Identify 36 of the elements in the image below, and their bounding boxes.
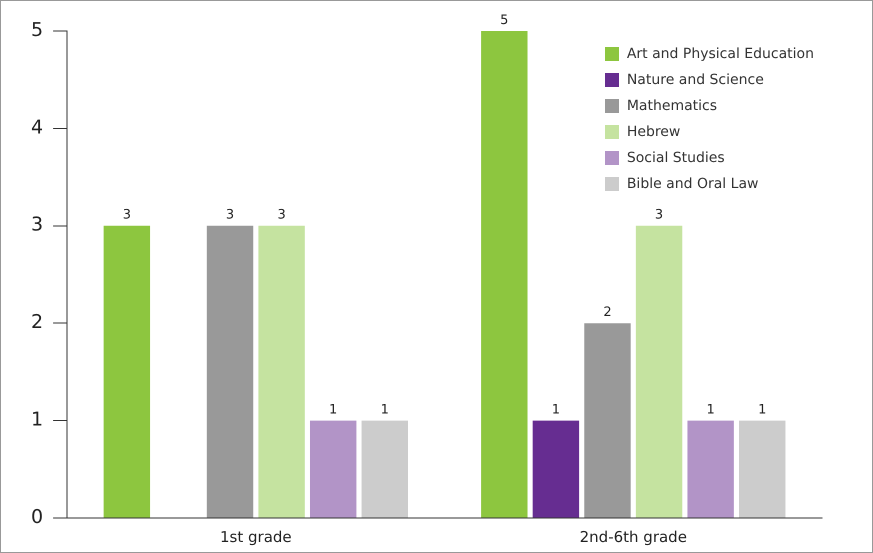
bar [310, 420, 356, 518]
x-tick-label: 2nd-6th grade [580, 528, 687, 546]
data-label: 3 [122, 208, 131, 223]
bar [636, 226, 682, 518]
legend-label: Mathematics [626, 98, 718, 114]
bar [362, 420, 408, 518]
y-tick-label: 0 [30, 506, 44, 528]
data-label: 3 [226, 208, 234, 223]
bar [481, 31, 528, 518]
bar [258, 226, 305, 518]
data-label: 1 [758, 402, 766, 418]
y-tick-label: 4 [30, 116, 44, 138]
bar [739, 420, 786, 518]
data-label: 2 [603, 305, 612, 320]
data-label: 3 [654, 208, 664, 223]
bar [532, 420, 580, 518]
bar [584, 323, 631, 518]
y-tick-label: 2 [30, 311, 44, 334]
bar [104, 226, 150, 518]
y-tick-label: 1 [30, 408, 44, 431]
legend-label: Hebrew [626, 124, 680, 140]
data-label: 1 [706, 402, 715, 418]
x-tick-label: 1st grade [220, 528, 292, 546]
y-tick-label: 3 [30, 214, 44, 236]
legend-label: Nature and Science [626, 72, 764, 88]
data-label: 1 [380, 402, 389, 418]
bar [687, 420, 734, 518]
data-label: 5 [500, 12, 508, 28]
legend-label: Art and Physical Education [626, 46, 814, 62]
bar [206, 226, 254, 518]
legend-label: Social Studies [626, 150, 725, 166]
data-label: 1 [329, 402, 338, 418]
legend-label: Bible and Oral Law [626, 176, 758, 192]
data-label: 3 [277, 208, 286, 223]
data-label: 1 [552, 402, 560, 418]
y-tick-label: 5 [30, 18, 44, 41]
